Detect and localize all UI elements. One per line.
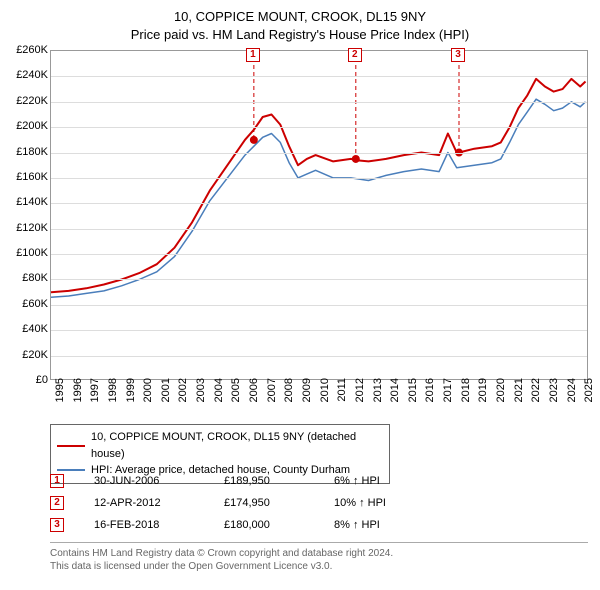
y-tick-label: £0 (4, 374, 48, 386)
x-tick-label: 2019 (477, 378, 489, 418)
y-tick-label: £100K (4, 247, 48, 259)
sales-price: £189,950 (224, 475, 334, 487)
x-tick-label: 2014 (389, 378, 401, 418)
x-tick-label: 2001 (160, 378, 172, 418)
marker-box-2: 2 (348, 48, 362, 62)
x-tick-label: 2000 (142, 378, 154, 418)
series-property (51, 79, 586, 292)
x-tick-label: 2020 (495, 378, 507, 418)
x-tick-label: 2006 (248, 378, 260, 418)
x-tick-label: 1998 (107, 378, 119, 418)
gridline-h (51, 305, 587, 306)
legend-label: 10, COPPICE MOUNT, CROOK, DL15 9NY (deta… (91, 429, 383, 462)
sales-date: 12-APR-2012 (94, 497, 224, 509)
gridline-h (51, 178, 587, 179)
x-tick-label: 2008 (283, 378, 295, 418)
gridline-h (51, 203, 587, 204)
plot-area (50, 50, 588, 380)
chart-title-line1: 10, COPPICE MOUNT, CROOK, DL15 9NY (0, 8, 600, 26)
marker-dot-1 (250, 136, 258, 144)
arrow-up-icon: ↑ (353, 475, 359, 487)
y-tick-label: £160K (4, 171, 48, 183)
x-tick-label: 2003 (195, 378, 207, 418)
y-tick-label: £40K (4, 323, 48, 335)
gridline-h (51, 229, 587, 230)
x-tick-label: 1997 (89, 378, 101, 418)
x-tick-label: 2015 (407, 378, 419, 418)
gridline-h (51, 127, 587, 128)
price-chart-container: 10, COPPICE MOUNT, CROOK, DL15 9NY Price… (0, 0, 600, 590)
y-tick-label: £260K (4, 44, 48, 56)
y-tick-label: £120K (4, 222, 48, 234)
x-tick-label: 2010 (319, 378, 331, 418)
legend-row: 10, COPPICE MOUNT, CROOK, DL15 9NY (deta… (57, 429, 383, 462)
sales-marker: 2 (50, 496, 64, 510)
sales-price: £180,000 (224, 519, 334, 531)
sales-row: 1 30-JUN-2006£189,9506% ↑ HPI (50, 470, 424, 492)
x-tick-label: 2024 (566, 378, 578, 418)
gridline-h (51, 102, 587, 103)
marker-dot-2 (352, 155, 360, 163)
x-tick-label: 1999 (125, 378, 137, 418)
x-tick-label: 2018 (460, 378, 472, 418)
sales-date: 16-FEB-2018 (94, 519, 224, 531)
gridline-h (51, 330, 587, 331)
footer-line1: Contains HM Land Registry data © Crown c… (50, 547, 588, 560)
series-hpi (51, 99, 586, 297)
marker-box-3: 3 (451, 48, 465, 62)
x-tick-label: 2007 (266, 378, 278, 418)
chart-title-block: 10, COPPICE MOUNT, CROOK, DL15 9NY Price… (0, 0, 600, 44)
sales-price: £174,950 (224, 497, 334, 509)
sales-marker: 1 (50, 474, 64, 488)
x-tick-label: 1995 (54, 378, 66, 418)
y-tick-label: £200K (4, 120, 48, 132)
gridline-h (51, 279, 587, 280)
x-tick-label: 2011 (336, 378, 348, 418)
sales-date: 30-JUN-2006 (94, 475, 224, 487)
x-tick-label: 2004 (213, 378, 225, 418)
sales-marker: 3 (50, 518, 64, 532)
y-tick-label: £80K (4, 272, 48, 284)
x-tick-label: 2017 (442, 378, 454, 418)
sales-diff: 8% ↑ HPI (334, 519, 424, 531)
y-tick-label: £180K (4, 146, 48, 158)
x-tick-label: 2012 (354, 378, 366, 418)
x-tick-label: 2021 (513, 378, 525, 418)
sales-table: 1 30-JUN-2006£189,9506% ↑ HPI 2 12-APR-2012… (50, 470, 424, 536)
x-tick-label: 2025 (583, 378, 595, 418)
x-tick-label: 2022 (530, 378, 542, 418)
gridline-h (51, 254, 587, 255)
y-tick-label: £240K (4, 69, 48, 81)
x-tick-label: 2005 (230, 378, 242, 418)
x-tick-label: 2002 (177, 378, 189, 418)
legend-swatch (57, 445, 85, 447)
x-tick-label: 2009 (301, 378, 313, 418)
sales-row: 2 12-APR-2012£174,95010% ↑ HPI (50, 492, 424, 514)
footer-line2: This data is licensed under the Open Gov… (50, 560, 588, 573)
arrow-up-icon: ↑ (359, 497, 365, 509)
gridline-h (51, 76, 587, 77)
gridline-h (51, 153, 587, 154)
gridline-h (51, 356, 587, 357)
footer: Contains HM Land Registry data © Crown c… (50, 542, 588, 573)
arrow-up-icon: ↑ (353, 519, 359, 531)
chart-title-line2: Price paid vs. HM Land Registry's House … (0, 26, 600, 44)
x-tick-label: 2013 (372, 378, 384, 418)
y-tick-label: £60K (4, 298, 48, 310)
y-tick-label: £220K (4, 95, 48, 107)
y-tick-label: £20K (4, 349, 48, 361)
marker-box-1: 1 (246, 48, 260, 62)
y-tick-label: £140K (4, 196, 48, 208)
sales-diff: 6% ↑ HPI (334, 475, 424, 487)
sales-diff: 10% ↑ HPI (334, 497, 424, 509)
sales-row: 3 16-FEB-2018£180,0008% ↑ HPI (50, 514, 424, 536)
x-tick-label: 1996 (72, 378, 84, 418)
x-tick-label: 2016 (424, 378, 436, 418)
x-tick-label: 2023 (548, 378, 560, 418)
